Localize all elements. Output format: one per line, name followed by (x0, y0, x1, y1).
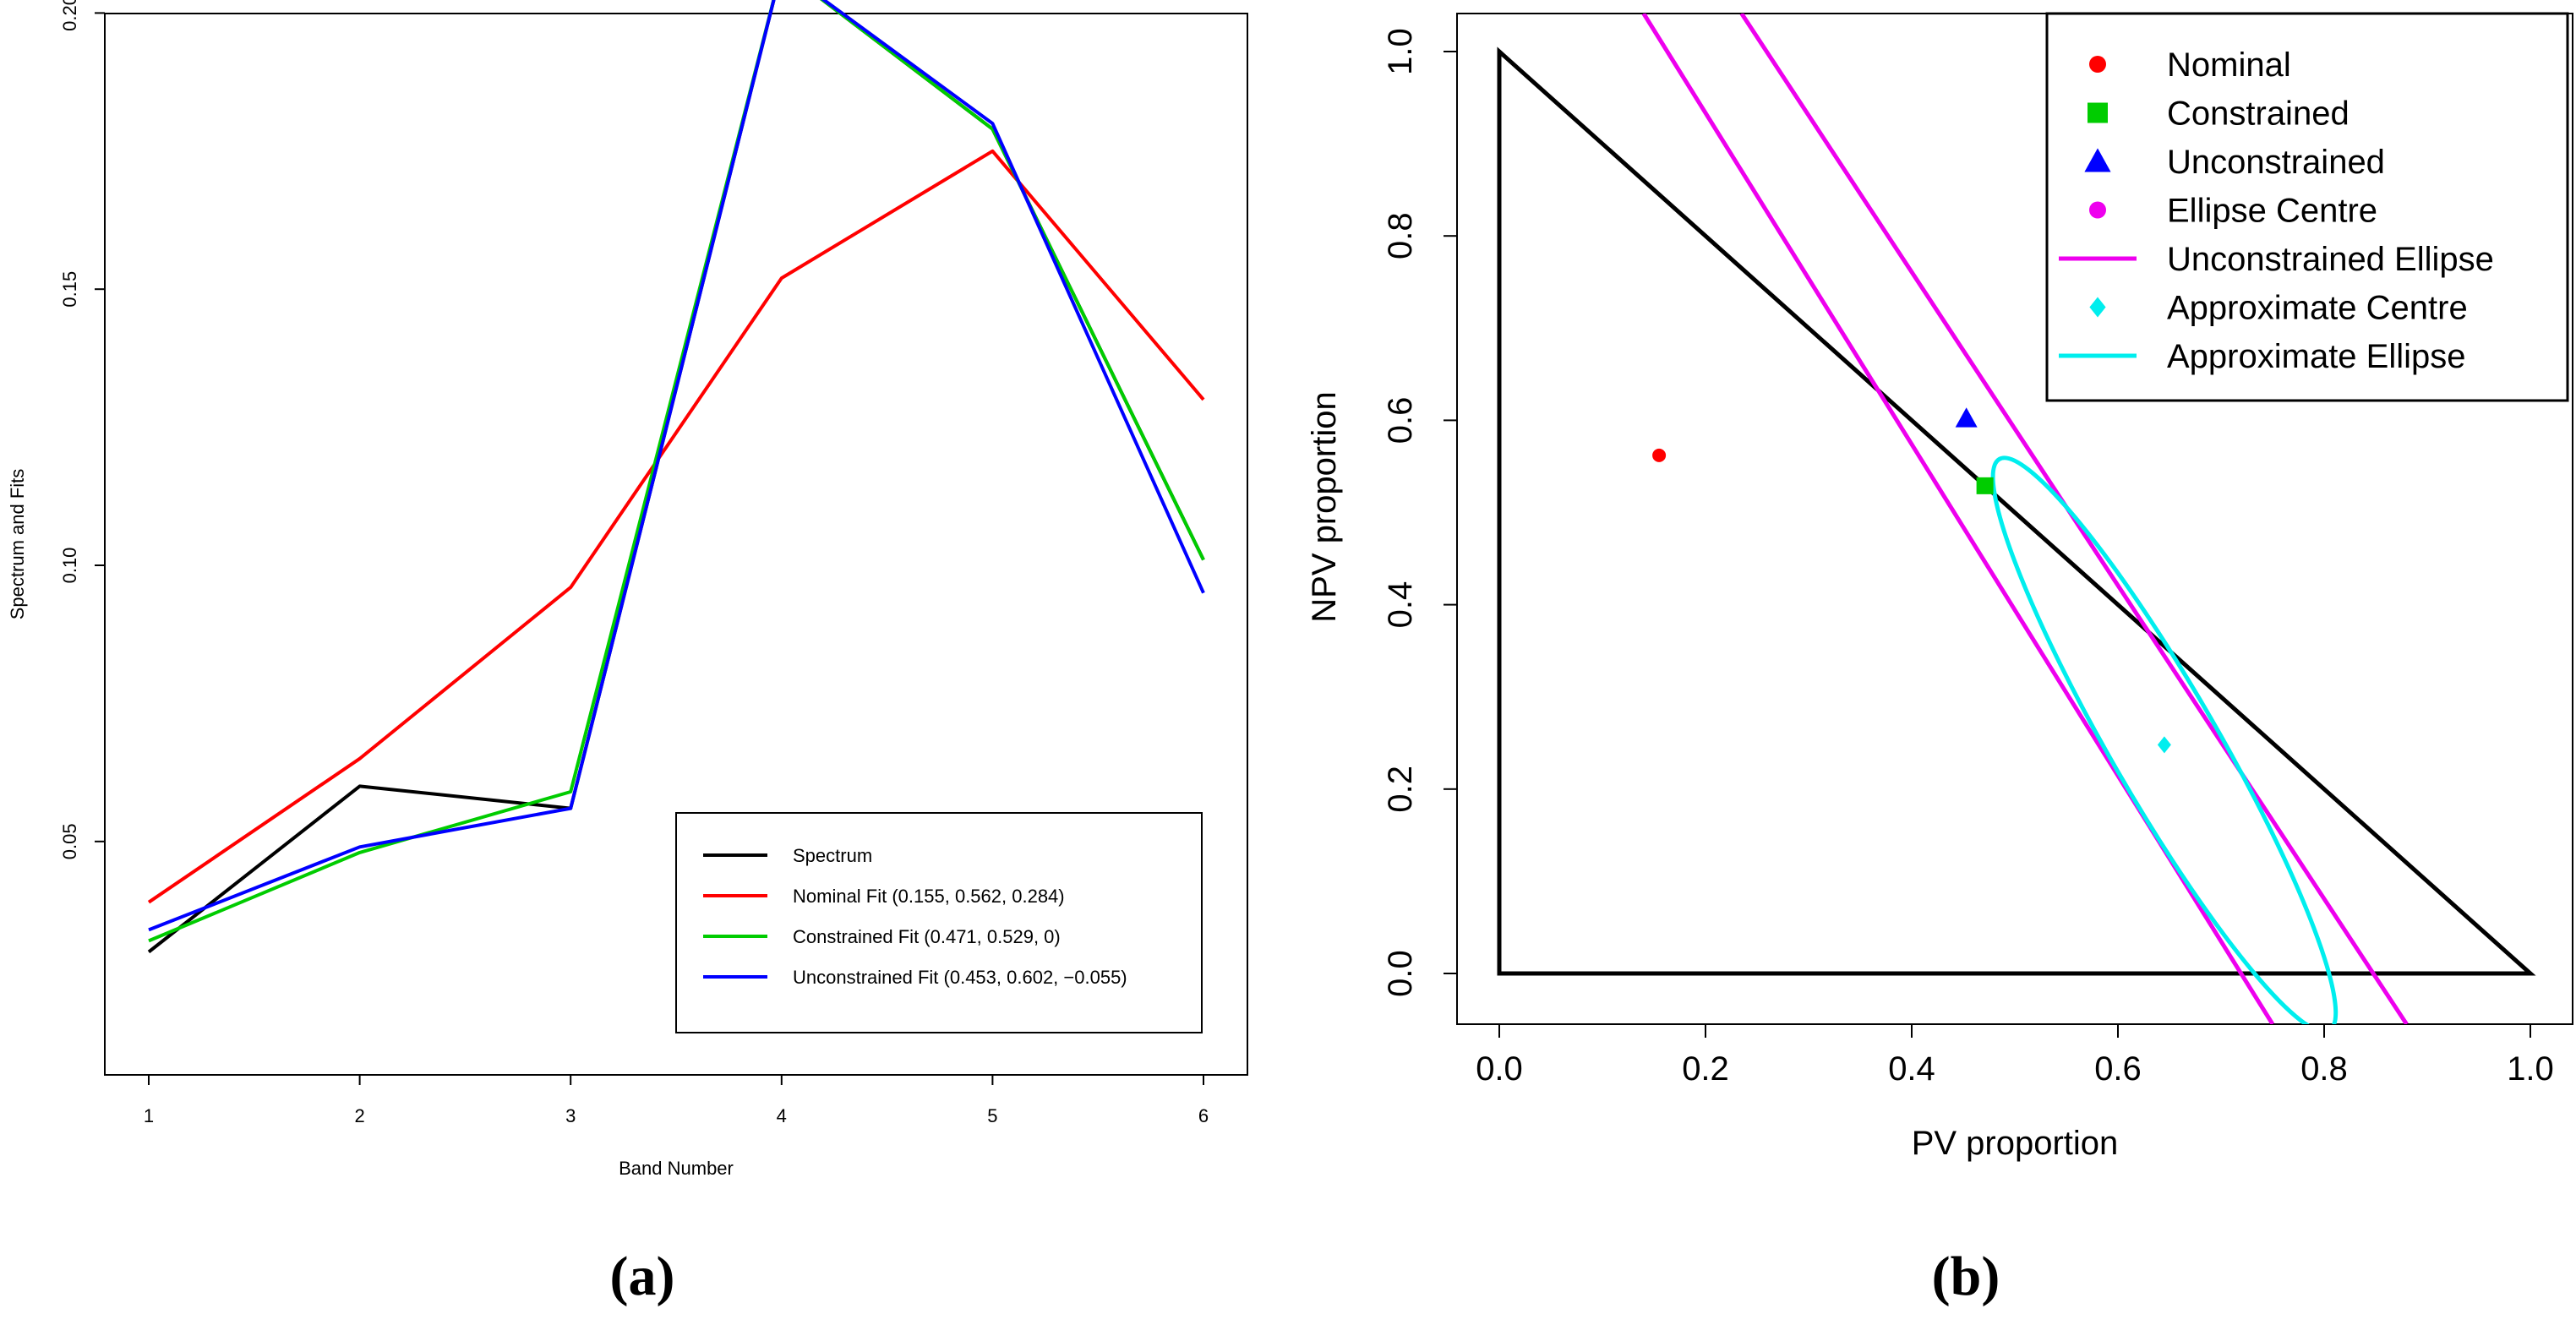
panel-a-y-tick-label: 0.20 (59, 0, 80, 31)
panel-a-series-line-1 (147, 149, 1205, 904)
panel-a-x-tick-label: 3 (565, 1105, 576, 1126)
panel-a-legend-box (675, 812, 1203, 1033)
panel-b-legend-entry: Ellipse Centre (2167, 193, 2377, 230)
panel-a-label: (a) (610, 1246, 675, 1307)
panel-b-x-tick-label: 0.6 (2094, 1050, 2142, 1088)
panel-b-scatter-chart: 0.0 0.2 0.4 0.6 0.8 1.0 0.0 0.2 0.4 0.6 0.8 1.0 PV … (1306, 12, 2573, 1307)
panel-b-y-tick-label: 0.8 (1382, 212, 1419, 259)
panel-a-x-tick-label: 4 (777, 1105, 787, 1126)
panel-b-legend: Nominal Constrained Unconstrained Ellipse C… (2045, 12, 2569, 402)
panel-b-point-constrained (1976, 477, 1994, 494)
panel-a-y-axis-label: Spectrum and Fits (7, 469, 28, 620)
panel-b-legend-swatch (2088, 102, 2108, 123)
panel-a-y-tick-label: 0.15 (59, 271, 80, 308)
panel-b-y-tick-label: 1.0 (1382, 28, 1419, 75)
panel-a-plot-frame (104, 13, 1248, 1076)
panel-b-y-tick-label: 0.4 (1382, 581, 1419, 629)
panel-b-legend-entry: Nominal (2167, 46, 2291, 84)
panel-b-legend-box (2045, 12, 2569, 402)
panel-b-legend-entry: Unconstrained Ellipse (2167, 241, 2494, 278)
panel-b-legend-swatch (2084, 148, 2111, 172)
panel-b-legend-entry: Unconstrained (2167, 144, 2385, 181)
panel-a-x-tick-label: 2 (354, 1105, 364, 1126)
panel-b-simplex-triangle (1497, 46, 2536, 976)
panel-a-line-chart: 1 2 3 4 5 6 0.05 0.10 0.15 0.20 Band Number Spect… (7, 0, 1248, 1307)
panel-b-point-unconstrained (1955, 407, 1978, 428)
panel-b-point-approximate-centre (2157, 736, 2171, 754)
panel-b-legend-entry: Approximate Ellipse (2167, 338, 2466, 375)
panel-b-y-tick-label: 0.2 (1382, 766, 1419, 813)
panel-b-y-tick-label: 0.0 (1382, 950, 1419, 997)
panel-a-x-axis-label: Band Number (619, 1158, 734, 1179)
panel-b-plot-frame (1456, 13, 2573, 1025)
panel-a-x-tick-label: 5 (987, 1105, 997, 1126)
panel-b-approximate-ellipse (1990, 455, 2339, 1024)
panel-b-y-tick-label: 0.6 (1382, 397, 1419, 444)
panel-a-legend-entry: Spectrum (793, 845, 872, 866)
panel-b-legend-entry: Approximate Centre (2167, 290, 2468, 327)
panel-b-x-axis-label: PV proportion (1912, 1125, 2119, 1162)
panel-a-y-tick-label: 0.10 (59, 548, 80, 584)
panel-b-point-nominal (1652, 448, 1667, 462)
panel-a-x-tick-label: 6 (1198, 1105, 1209, 1126)
panel-b-x-tick-label: 1.0 (2507, 1050, 2554, 1088)
panel-a-legend: Spectrum Nominal Fit (0.155, 0.562, 0.284… (675, 812, 1203, 1033)
panel-b-legend-swatch (2089, 56, 2106, 73)
panel-b-legend-swatch (2089, 201, 2106, 219)
panel-a-legend-entry: Unconstrained Fit (0.453, 0.602, −0.055) (793, 967, 1127, 988)
panel-b-y-axis-label: NPV proportion (1306, 391, 1343, 622)
panel-a-legend-entry: Nominal Fit (0.155, 0.562, 0.284) (793, 886, 1065, 907)
panel-a-series-line-3 (148, 0, 1205, 932)
panel-a-x-tick-label: 1 (144, 1105, 154, 1126)
panel-a-y-tick-label: 0.05 (59, 823, 80, 859)
panel-b-x-tick-label: 0.2 (1682, 1050, 1729, 1088)
panel-b-legend-entry: Constrained (2167, 95, 2350, 133)
panel-b-label: (b) (1932, 1246, 2000, 1307)
panel-b-x-tick-label: 0.4 (1888, 1050, 1935, 1088)
panel-b-legend-swatch (2089, 297, 2106, 318)
panel-a-legend-entry: Constrained Fit (0.471, 0.529, 0) (793, 926, 1061, 947)
panel-b-x-tick-label: 0.0 (1476, 1050, 1523, 1088)
panel-b-x-tick-label: 0.8 (2300, 1050, 2348, 1088)
